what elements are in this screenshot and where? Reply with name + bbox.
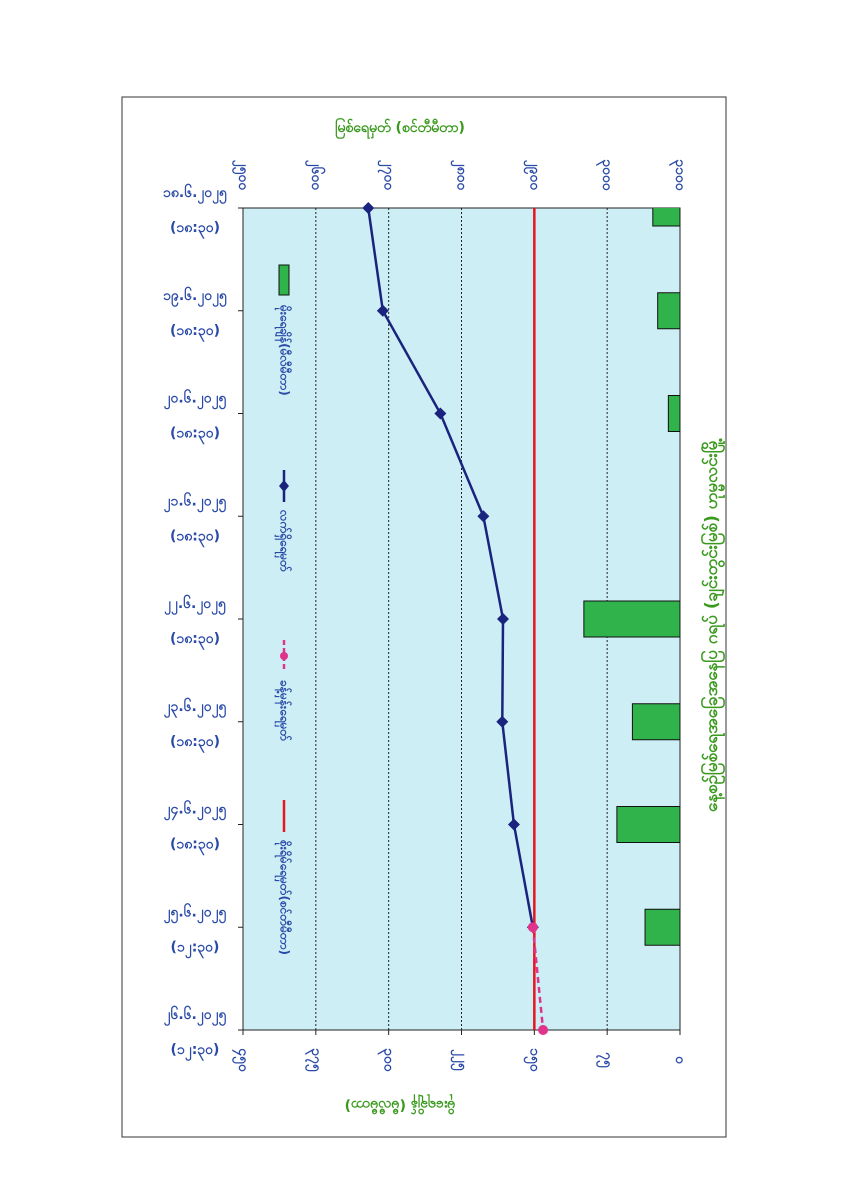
y2-tick-label: ၁၅၀ xyxy=(523,1048,542,1073)
x-tick-label: ၂၁.၆.၂၀၂၅ xyxy=(164,492,228,512)
y-tick-label: ၂၅၀၀ xyxy=(232,160,251,192)
point xyxy=(527,922,538,933)
x-tick-time: (၁၈:၃၀) xyxy=(170,323,220,342)
legend-label: မိုးရေချိန်(မီလီမီတာ) xyxy=(274,304,294,396)
legend-marker xyxy=(279,480,289,492)
x-tick-time: (၁၈:၃၀) xyxy=(170,631,220,650)
x-tick-time: (၁၈:၃၀) xyxy=(170,426,220,445)
x-tick-time: (၁၈:၃၀) xyxy=(170,734,220,753)
x-tick-label: ၂၄.၆.၂၀၂၅ xyxy=(164,801,228,821)
x-tick-label: ၁၉.၆.၂၀၂၅ xyxy=(163,287,228,307)
point xyxy=(362,202,375,214)
x-tick-time: (၁၂:၃၀) xyxy=(171,939,220,958)
y2-tick-label: ၃၇၅ xyxy=(305,1048,324,1073)
y2-tick-label: ၂၂၅ xyxy=(451,1049,470,1072)
y-tick-label: ၂၆၀၀ xyxy=(305,160,325,192)
y-tick-label: ၂၉၀၀ xyxy=(523,160,542,192)
point xyxy=(507,818,520,831)
y-tick-label: ၂၇၀၀ xyxy=(378,160,397,192)
x-tick-time: (၁၂:၃၀) xyxy=(171,1042,220,1061)
series-line xyxy=(531,927,545,1031)
x-tick-label: ၂၂.၆.၂၀၂၅ xyxy=(164,595,227,615)
legend-label: စိုးရိမ်ရေမှတ်(စင်တီမီတာ) xyxy=(274,839,294,955)
rain-bar xyxy=(616,806,680,843)
rain-bar xyxy=(631,703,680,741)
series-line xyxy=(367,207,535,928)
y2-tick-label: ၃၀၀ xyxy=(378,1048,397,1073)
x-tick-label: ၁၈.၆.၂၀၂၅ xyxy=(163,184,228,204)
x-tick-label: ၂၆.၆.၂၀၂၅ xyxy=(164,1006,228,1026)
legend-label: ခန့်မှန်းရေမှတ် xyxy=(274,680,294,741)
x-tick-time: (၁၈:၃၀) xyxy=(170,220,220,239)
y2-tick-label: ၇၅ xyxy=(596,1052,615,1069)
y-axis-title: မြစ်ရေမှတ် (စင်တီမီတာ) xyxy=(335,118,465,139)
x-tick-label: ၂၅.၆.၂၀၂၅ xyxy=(164,903,228,923)
plot-marks xyxy=(243,208,680,1030)
rain-bar xyxy=(583,600,680,638)
y-tick-label: ၃၁၀၀ xyxy=(669,159,688,192)
x-tick-label: ၂၃.၆.၂၀၂၅ xyxy=(164,698,228,718)
point xyxy=(434,407,447,420)
x-tick-time: (၁၈:၃၀) xyxy=(170,837,220,856)
x-tick-time: (၁၈:၃၀) xyxy=(170,528,220,547)
y2-axis-title: မိုးရေချိန် (မီလီမီတာ) xyxy=(345,1094,456,1114)
point xyxy=(376,304,389,317)
rain-bar xyxy=(652,208,680,227)
legend-label: လက်ရှိရေမှတ် xyxy=(274,509,294,572)
point xyxy=(496,715,509,728)
chart-title: နေ့စဉ်မြစ်ရေအခြေအနေပြ ဂရပ် (ချင်းတွင်းမြ… xyxy=(699,438,726,812)
legend-swatch xyxy=(278,264,290,296)
rain-bar xyxy=(644,908,680,946)
point xyxy=(497,613,510,625)
y-tick-label: ၃၀၀၀ xyxy=(596,159,615,192)
legend-marker xyxy=(280,652,288,660)
rain-bar xyxy=(667,395,680,432)
rain-bar xyxy=(657,292,680,330)
point xyxy=(538,1025,549,1035)
y2-tick-label: ၄၅၀ xyxy=(232,1048,251,1073)
y2-tick-label: ၀ xyxy=(672,1056,688,1065)
x-tick-label: ၂၀.၆.၂၀၂၅ xyxy=(164,390,228,410)
point xyxy=(477,510,490,523)
y-tick-label: ၂၈၀၀ xyxy=(451,160,470,192)
